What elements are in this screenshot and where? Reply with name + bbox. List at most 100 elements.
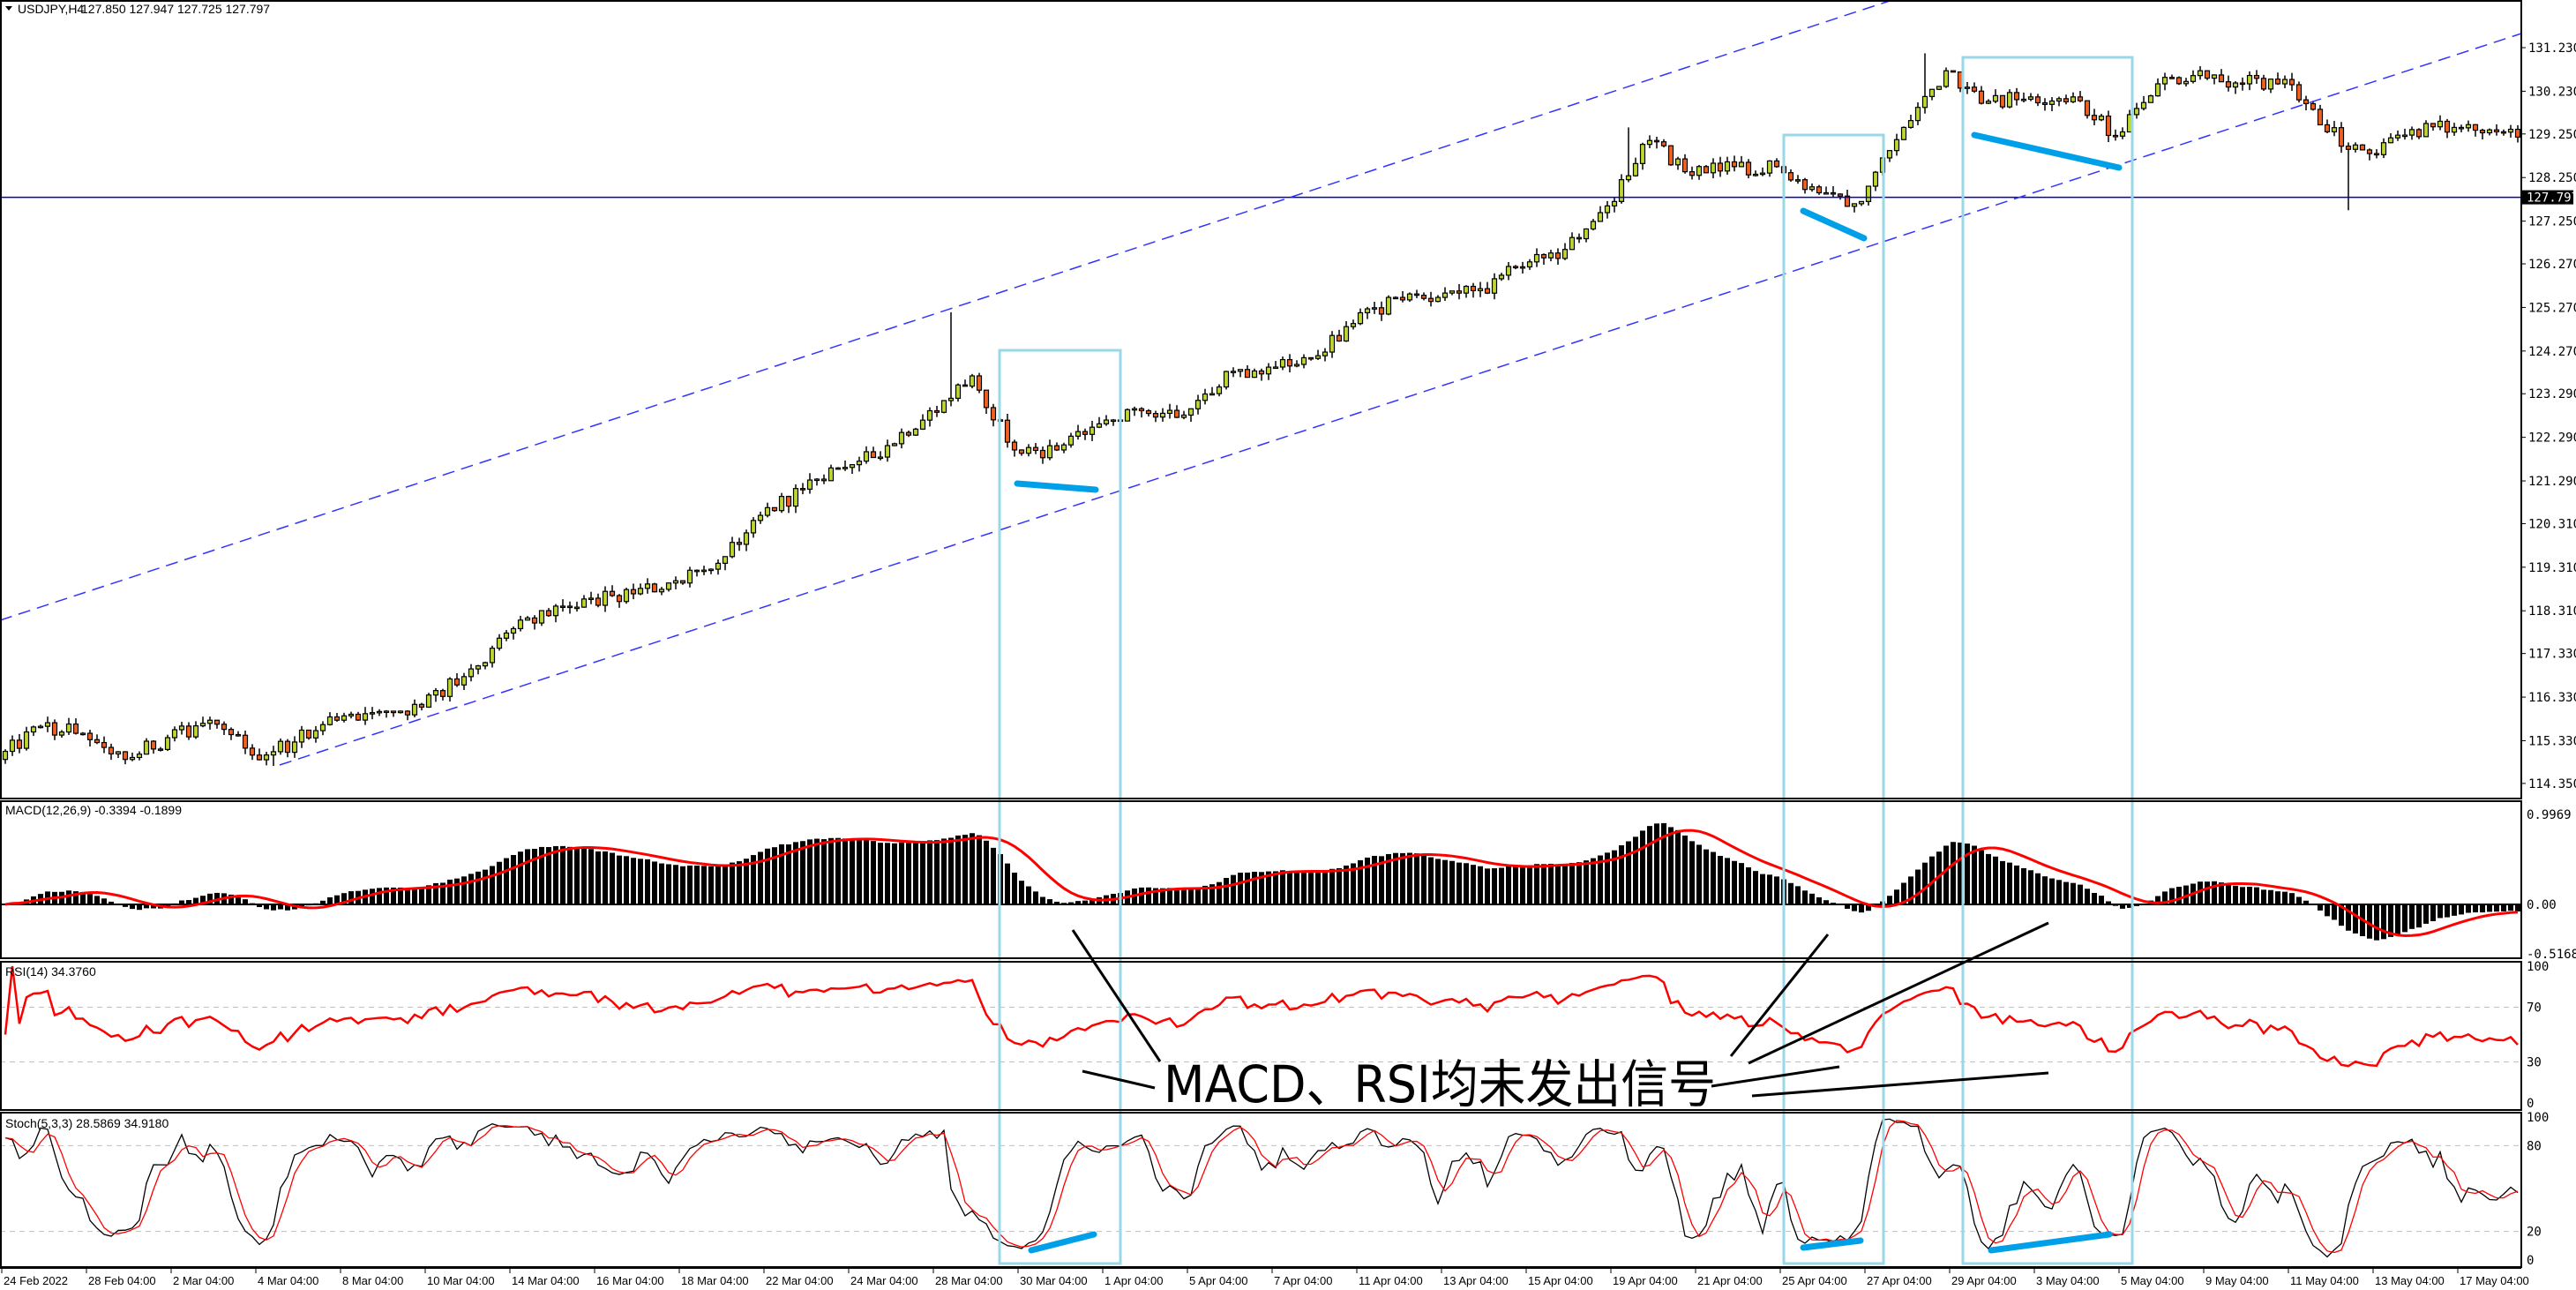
bull-candle[interactable] (1611, 200, 1618, 206)
bull-candle[interactable] (1187, 408, 1194, 416)
bull-candle[interactable] (1463, 285, 1470, 294)
bear-candle[interactable] (51, 722, 58, 736)
bull-candle[interactable] (1046, 445, 1053, 459)
bull-candle[interactable] (2267, 79, 2274, 90)
bear-candle[interactable] (1145, 409, 1152, 415)
bull-candle[interactable] (1406, 293, 1413, 301)
bear-candle[interactable] (1717, 162, 1724, 172)
bear-candle[interactable] (1703, 166, 1710, 174)
divergence-line[interactable] (1014, 480, 1099, 493)
bear-candle[interactable] (72, 723, 79, 734)
bear-candle[interactable] (2500, 131, 2507, 134)
bear-candle[interactable] (870, 451, 877, 459)
bull-candle[interactable] (1449, 290, 1456, 294)
bear-candle[interactable] (2091, 115, 2098, 121)
bear-candle[interactable] (976, 375, 983, 391)
rsi-panel[interactable] (4, 965, 2519, 1068)
bear-candle[interactable] (242, 734, 249, 749)
bull-candle[interactable] (369, 712, 376, 715)
bull-candle[interactable] (1794, 179, 1801, 182)
bear-candle[interactable] (1053, 445, 1060, 451)
bull-candle[interactable] (708, 568, 715, 572)
bull-candle[interactable] (1943, 70, 1950, 87)
bull-candle[interactable] (277, 740, 284, 753)
bear-candle[interactable] (1540, 253, 1547, 259)
divergence-line[interactable] (1971, 131, 2123, 171)
collapse-triangle-icon[interactable] (5, 6, 12, 11)
bull-candle[interactable] (1928, 88, 1936, 98)
bull-candle[interactable] (1371, 307, 1378, 310)
bull-candle[interactable] (658, 589, 665, 593)
bull-candle[interactable] (877, 456, 884, 460)
bull-candle[interactable] (2331, 127, 2338, 132)
bear-candle[interactable] (1667, 145, 1674, 166)
bear-candle[interactable] (2225, 81, 2232, 88)
bear-candle[interactable] (933, 409, 940, 413)
bull-candle[interactable] (1343, 326, 1350, 342)
bull-candle[interactable] (1060, 444, 1067, 451)
bull-candle[interactable] (2451, 126, 2458, 133)
bear-candle[interactable] (2366, 149, 2373, 154)
bull-candle[interactable] (503, 632, 510, 639)
bear-candle[interactable] (108, 746, 115, 755)
bull-candle[interactable] (1858, 200, 1865, 205)
bear-candle[interactable] (1801, 179, 1808, 191)
bull-candle[interactable] (2048, 100, 2056, 105)
bear-candle[interactable] (595, 597, 602, 606)
bull-candle[interactable] (1872, 171, 1879, 187)
bear-candle[interactable] (531, 617, 538, 624)
bull-candle[interactable] (672, 580, 679, 584)
bull-candle[interactable] (757, 514, 764, 521)
bear-candle[interactable] (235, 733, 242, 737)
bull-candle[interactable] (806, 479, 813, 491)
bull-candle[interactable] (764, 506, 771, 516)
bear-candle[interactable] (305, 729, 312, 739)
bull-candle[interactable] (425, 694, 432, 709)
bull-candle[interactable] (1936, 86, 1943, 90)
bull-candle[interactable] (136, 754, 143, 759)
bear-candle[interactable] (2415, 129, 2422, 138)
bear-candle[interactable] (2013, 92, 2020, 101)
bull-candle[interactable] (263, 754, 270, 761)
bull-candle[interactable] (1350, 323, 1357, 327)
bull-candle[interactable] (1110, 419, 1117, 423)
bull-candle[interactable] (1604, 205, 1611, 214)
bear-candle[interactable] (2105, 115, 2112, 137)
bull-candle[interactable] (2246, 74, 2253, 85)
bear-candle[interactable] (2218, 74, 2225, 83)
bear-candle[interactable] (983, 389, 990, 409)
bull-candle[interactable] (1865, 185, 1872, 202)
bull-candle[interactable] (1583, 228, 1590, 240)
bear-candle[interactable] (2373, 153, 2380, 156)
bull-candle[interactable] (1491, 278, 1498, 294)
bull-candle[interactable] (1561, 249, 1569, 259)
bull-candle[interactable] (912, 428, 919, 436)
bull-candle[interactable] (1505, 266, 1512, 276)
bear-candle[interactable] (2063, 98, 2070, 102)
bear-candle[interactable] (835, 467, 842, 470)
bear-candle[interactable] (2310, 102, 2317, 110)
bear-candle[interactable] (962, 384, 969, 387)
bull-candle[interactable] (1265, 366, 1272, 375)
bear-candle[interactable] (1519, 266, 1526, 269)
bear-candle[interactable] (2274, 79, 2281, 85)
bear-candle[interactable] (1999, 94, 2006, 108)
bull-candle[interactable] (2507, 128, 2514, 133)
bull-candle[interactable] (510, 627, 517, 634)
bull-candle[interactable] (588, 597, 595, 601)
bull-candle[interactable] (298, 729, 305, 743)
bear-candle[interactable] (1844, 195, 1851, 207)
bull-candle[interactable] (115, 751, 122, 755)
bear-candle[interactable] (221, 724, 228, 731)
bull-candle[interactable] (1625, 175, 1632, 181)
price-panel[interactable] (0, 53, 2521, 767)
bear-candle[interactable] (1286, 358, 1293, 367)
bull-candle[interactable] (2394, 134, 2401, 139)
bear-candle[interactable] (1018, 449, 1025, 454)
bull-candle[interactable] (969, 375, 976, 387)
bull-candle[interactable] (2387, 137, 2394, 144)
bull-candle[interactable] (1279, 358, 1286, 368)
bull-candle[interactable] (644, 583, 651, 589)
bear-candle[interactable] (1978, 90, 1985, 104)
bull-candle[interactable] (2437, 120, 2444, 128)
